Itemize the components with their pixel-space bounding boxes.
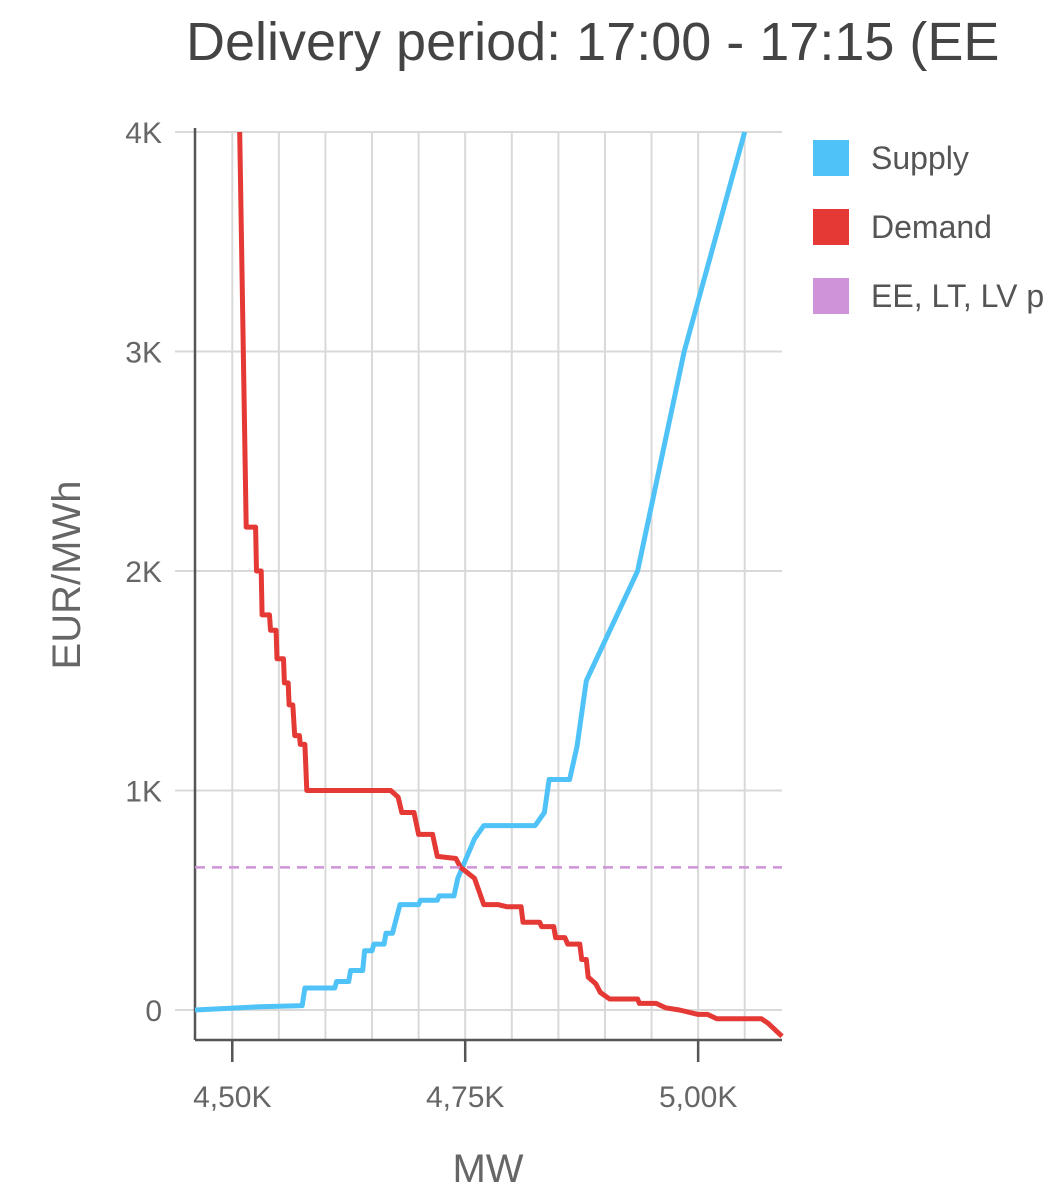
- y-tick-label-2: 2K: [125, 556, 162, 589]
- y-tick-label-0: 0: [145, 995, 162, 1028]
- series-line-supply: [194, 131, 748, 1013]
- legend: Supply Demand EE, LT, LV p: [813, 140, 1044, 314]
- legend-label-demand: Demand: [871, 209, 992, 245]
- x-tick-label-2: 5,00K: [659, 1081, 737, 1114]
- y-tick-label-3: 3K: [125, 337, 162, 370]
- y-tick-label-4: 4K: [125, 117, 162, 150]
- y-tick-label-1: 1K: [125, 776, 162, 809]
- legend-swatch-demand: [813, 209, 849, 245]
- tick-labels: 4,50K 4,75K 5,00K 0 1K 2K 3K 4K: [125, 117, 737, 1114]
- legend-label-supply: Supply: [871, 140, 969, 176]
- x-tick-label-1: 4,75K: [426, 1081, 504, 1114]
- axes: [193, 128, 782, 1062]
- x-axis-title: MW: [452, 1147, 523, 1191]
- chart-title: Delivery period: 17:00 - 17:15 (EE: [186, 12, 999, 72]
- series-lines: [194, 131, 784, 1039]
- legend-label-ee-lt-lv-p: EE, LT, LV p: [871, 278, 1044, 314]
- grid: [175, 131, 782, 1040]
- y-axis-title: EUR/MWh: [45, 481, 89, 670]
- x-tick-label-0: 4,50K: [193, 1081, 271, 1114]
- legend-swatch-supply: [813, 140, 849, 176]
- legend-swatch-ee-lt-lv-p: [813, 278, 849, 314]
- series-line-demand: [237, 131, 784, 1039]
